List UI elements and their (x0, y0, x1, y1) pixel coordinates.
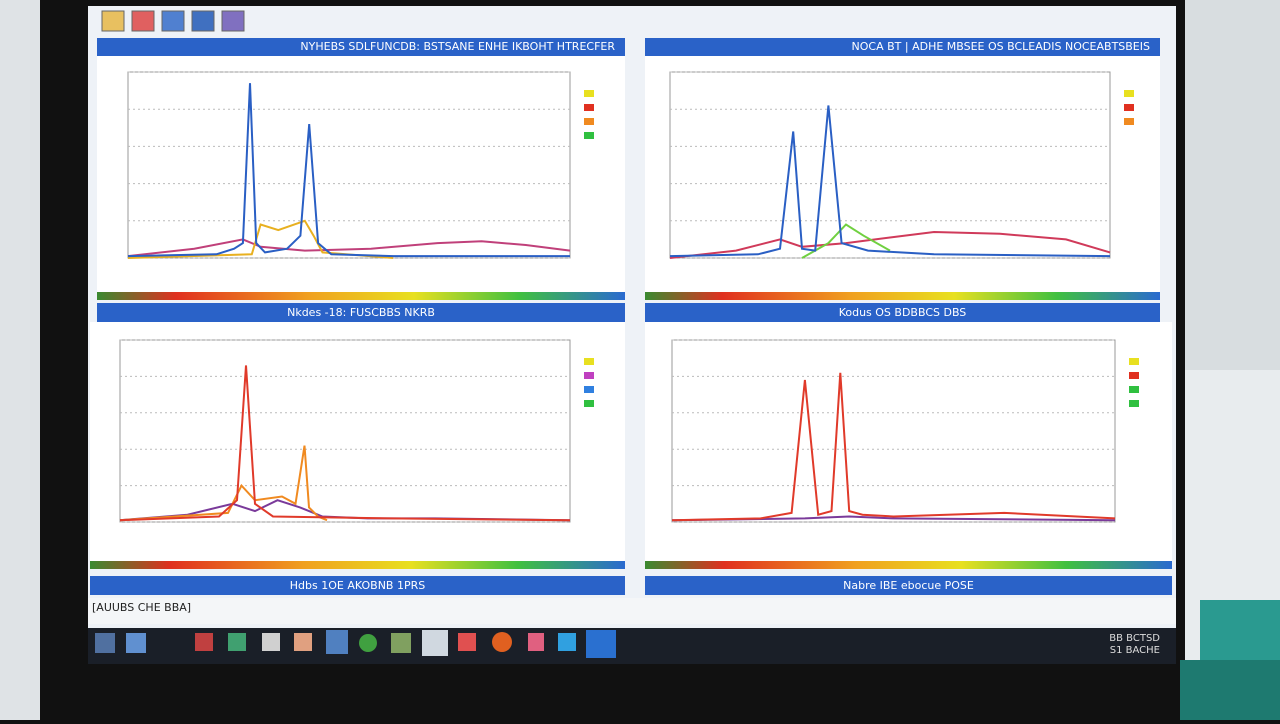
chromatogram-line (119, 365, 571, 522)
wall (0, 0, 40, 720)
chromatogram-line (127, 238, 571, 258)
legend-swatch (1129, 400, 1139, 407)
device-panel (1200, 600, 1280, 660)
legend-swatch (1124, 118, 1134, 125)
task-icon[interactable] (422, 630, 448, 656)
legend-swatch (584, 118, 594, 125)
caption-bar (645, 303, 1160, 322)
legend-swatch (584, 90, 594, 97)
task-icon[interactable] (294, 633, 312, 651)
taskbar-icons (95, 630, 616, 658)
panel-caption: Nabre IBE ebocue POSE (843, 579, 974, 592)
tool-icon[interactable] (221, 10, 245, 32)
chromatogram-line (119, 445, 328, 522)
legend-swatch (1124, 90, 1134, 97)
task-icon[interactable] (262, 633, 280, 651)
tool-icon[interactable] (161, 10, 185, 32)
task-icon[interactable] (458, 633, 476, 651)
task-icon[interactable] (195, 633, 213, 651)
legend-swatch (1129, 358, 1139, 365)
rainbow-strip (90, 561, 625, 569)
rainbow-strip (97, 292, 625, 300)
panel-header (645, 38, 1160, 56)
legend-swatch (584, 372, 594, 379)
panel-title: NYHEBS SDLFUNCDB: BSTSANE ENHE IKBOHT HT… (300, 40, 615, 53)
rainbow-strip (645, 292, 1160, 300)
chromatogram-line (671, 372, 1116, 522)
panel-header (97, 38, 625, 56)
tool-icon[interactable] (191, 10, 215, 32)
tool-icon[interactable] (131, 10, 155, 32)
chart-area (90, 322, 625, 561)
panel-caption: Hdbs 1OE AKOBNB 1PRS (290, 579, 425, 592)
chromatogram-line (127, 219, 394, 259)
caption-bar (97, 303, 625, 322)
task-icon[interactable] (126, 633, 146, 653)
taskbar (88, 628, 1176, 664)
legend-swatch (584, 132, 594, 139)
clock-time: BB BCTSD (1109, 633, 1160, 644)
task-icon[interactable] (95, 633, 115, 653)
legend-swatch (1124, 104, 1134, 111)
clock-date: S1 BACHE (1110, 645, 1160, 656)
legend-swatch (1129, 372, 1139, 379)
chromatogram-line (669, 230, 1111, 259)
legend-swatch (584, 104, 594, 111)
chromatogram-line (127, 83, 570, 258)
tool-icon[interactable] (101, 10, 125, 32)
legend-swatch (1129, 386, 1139, 393)
task-icon[interactable] (326, 630, 348, 654)
task-icon[interactable] (492, 632, 512, 652)
caption-bar (645, 576, 1172, 595)
panel-caption: Nkdes -18: FUSCBBS NKRB (287, 306, 435, 319)
chart-area (645, 322, 1172, 561)
panel-caption: Kodus OS BDBBCS DBS (839, 306, 967, 319)
legend-swatch (584, 400, 594, 407)
task-icon[interactable] (558, 633, 576, 651)
panel-title: NOCA BT | ADHE MBSEE OS BCLEADIS NOCEABT… (852, 40, 1150, 53)
task-icon[interactable] (391, 633, 411, 653)
task-icon[interactable] (228, 633, 246, 651)
caption-bar (90, 576, 625, 595)
legend-swatch (584, 386, 594, 393)
chart-area (97, 56, 625, 292)
task-icon[interactable] (359, 634, 377, 652)
status-bar (88, 598, 1176, 624)
chromatogram-line (669, 105, 1111, 258)
task-icon[interactable] (528, 633, 544, 651)
device-base (1180, 660, 1280, 720)
chromatogram-line (801, 223, 891, 259)
task-icon[interactable] (586, 630, 616, 658)
legend-swatch (584, 358, 594, 365)
toolbar (101, 10, 245, 32)
rainbow-strip (645, 561, 1172, 569)
status-text: [AUUBS CHE BBA] (92, 601, 191, 614)
